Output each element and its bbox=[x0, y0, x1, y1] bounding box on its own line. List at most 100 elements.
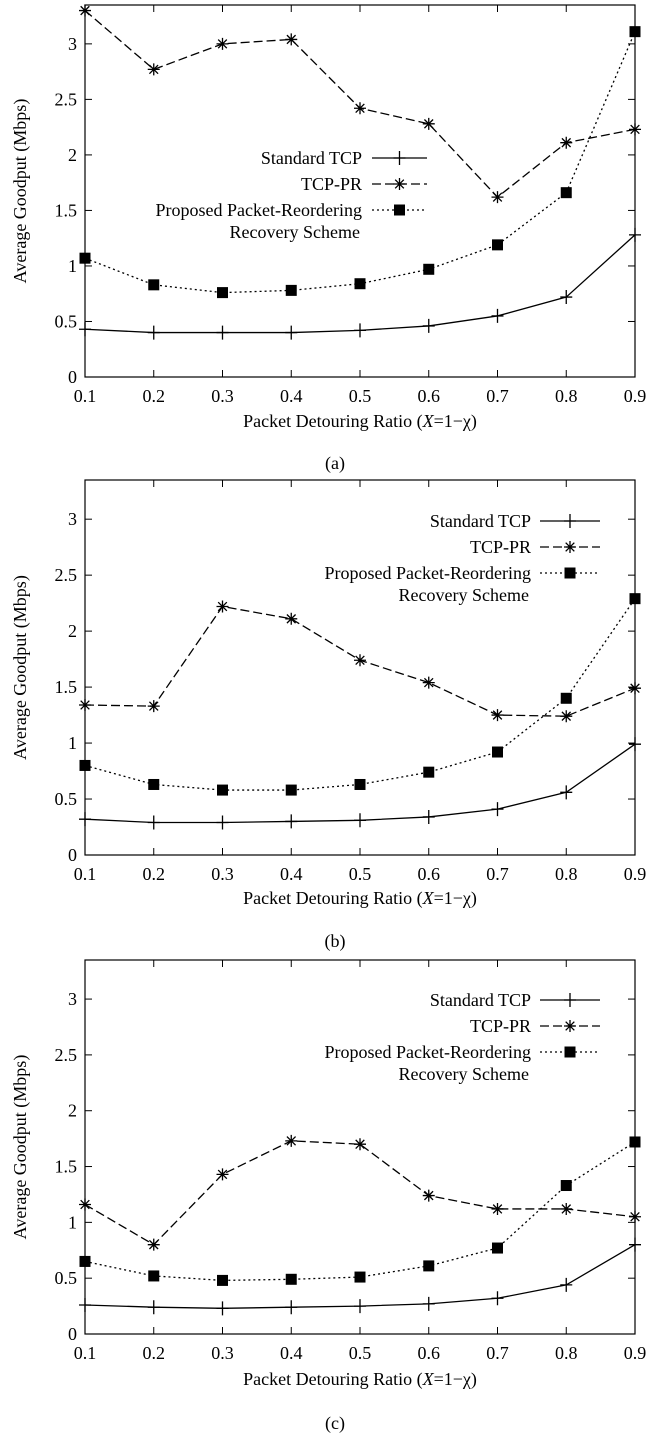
data-point bbox=[629, 1210, 641, 1223]
x-tick-label: 0.8 bbox=[555, 1343, 578, 1363]
legend-label: TCP-PR bbox=[470, 537, 531, 557]
legend-label-line2: Recovery Scheme bbox=[399, 1064, 529, 1084]
data-point bbox=[79, 759, 91, 771]
data-point bbox=[492, 239, 503, 251]
data-point bbox=[216, 37, 229, 50]
data-point bbox=[147, 63, 160, 76]
x-tick-label: 0.2 bbox=[143, 864, 166, 884]
x-tick-label: 0.5 bbox=[349, 386, 372, 406]
y-tick-label: 1.5 bbox=[55, 200, 78, 220]
data-point bbox=[560, 785, 573, 800]
legend-marker bbox=[564, 1046, 576, 1058]
y-tick-label: 0 bbox=[68, 367, 77, 387]
x-tick-label: 0.8 bbox=[555, 864, 578, 884]
legend: Standard TCP TCP-PR Proposed Packet-Reorde… bbox=[325, 990, 600, 1084]
legend: Standard TCP TCP-PR Proposed Packet-Reorde… bbox=[156, 148, 427, 242]
data-point bbox=[560, 1277, 573, 1292]
data-point bbox=[422, 1189, 435, 1202]
x-tick-label: 0.9 bbox=[624, 1343, 647, 1363]
panel-caption: (c) bbox=[325, 1413, 345, 1434]
legend-marker bbox=[394, 204, 405, 216]
y-tick-label: 2.5 bbox=[55, 89, 78, 109]
data-point bbox=[148, 279, 160, 291]
series-3 bbox=[79, 26, 641, 299]
data-point bbox=[148, 1270, 160, 1282]
data-point bbox=[560, 1202, 573, 1215]
data-point bbox=[423, 263, 435, 275]
x-tick-label: 0.2 bbox=[143, 1343, 166, 1363]
data-point bbox=[79, 699, 91, 711]
data-point bbox=[491, 191, 504, 204]
series-2 bbox=[79, 1134, 641, 1251]
y-tick-label: 1 bbox=[68, 1212, 77, 1232]
data-point bbox=[629, 682, 641, 695]
data-point bbox=[491, 1202, 504, 1215]
data-point bbox=[217, 1274, 228, 1286]
y-tick-label: 3 bbox=[68, 34, 77, 54]
data-point bbox=[492, 1242, 503, 1254]
y-axis-label: Average Goodput (Mbps) bbox=[10, 1055, 31, 1240]
legend-label: Standard TCP bbox=[261, 148, 362, 168]
data-point bbox=[354, 1138, 366, 1151]
data-point bbox=[147, 325, 160, 340]
data-point bbox=[491, 308, 504, 323]
data-point bbox=[216, 1168, 229, 1181]
data-point bbox=[629, 1136, 641, 1148]
chart-panel-1: 0 0.5 1 1.5 2 2.5 3 0.1 0.2 0.3 0.4 0.5 0.6 0.7 0.8 0.9… bbox=[10, 4, 646, 474]
series-3 bbox=[79, 1136, 641, 1286]
series-1 bbox=[79, 227, 641, 340]
legend-marker bbox=[564, 993, 576, 1007]
y-axis-label: Average Goodput (Mbps) bbox=[10, 575, 31, 760]
series-1 bbox=[79, 1237, 641, 1316]
data-point bbox=[422, 1296, 435, 1311]
legend-label: Proposed Packet-Reordering bbox=[325, 563, 531, 583]
y-tick-label: 1 bbox=[68, 256, 77, 276]
legend-marker bbox=[393, 151, 406, 165]
series-line bbox=[84, 1141, 636, 1282]
y-tick-label: 1.5 bbox=[55, 1157, 78, 1177]
y-tick-label: 2.5 bbox=[55, 1045, 78, 1065]
x-tick-label: 0.6 bbox=[418, 1343, 441, 1363]
panel-caption: (a) bbox=[325, 453, 345, 474]
data-point bbox=[285, 33, 298, 46]
x-tick-label: 0.3 bbox=[211, 1343, 234, 1363]
legend-label: TCP-PR bbox=[470, 1016, 531, 1036]
series-2 bbox=[79, 4, 641, 204]
data-point bbox=[285, 1273, 297, 1285]
data-point bbox=[285, 284, 297, 296]
panel-caption: (b) bbox=[325, 931, 346, 952]
series-1 bbox=[79, 737, 641, 830]
y-tick-label: 2.5 bbox=[55, 565, 78, 585]
x-tick-label: 0.7 bbox=[486, 864, 509, 884]
legend-label: Standard TCP bbox=[430, 511, 531, 531]
data-point bbox=[79, 252, 91, 264]
data-point bbox=[79, 1198, 91, 1211]
data-point bbox=[560, 1180, 572, 1192]
data-point bbox=[491, 709, 504, 722]
legend-marker bbox=[564, 541, 576, 553]
series-line bbox=[84, 1140, 636, 1246]
data-point bbox=[354, 813, 366, 828]
x-tick-label: 0.5 bbox=[349, 864, 372, 884]
data-point bbox=[79, 322, 91, 337]
data-point bbox=[354, 778, 366, 790]
data-point bbox=[422, 318, 435, 333]
data-point bbox=[422, 117, 435, 130]
data-point bbox=[629, 1237, 641, 1252]
data-point bbox=[560, 692, 572, 704]
x-tick-label: 0.6 bbox=[418, 864, 441, 884]
series-2 bbox=[79, 600, 641, 723]
data-point bbox=[560, 187, 572, 199]
x-tick-label: 0.1 bbox=[74, 1343, 97, 1363]
data-point bbox=[79, 1297, 91, 1312]
data-point bbox=[354, 102, 366, 115]
legend-label: Standard TCP bbox=[430, 990, 531, 1010]
chart-panel-3: 0 0.5 1 1.5 2 2.5 3 0.1 0.2 0.3 0.4 0.5 0.6 0.7 0.8 0.9… bbox=[10, 959, 647, 1434]
data-point bbox=[285, 325, 298, 340]
y-tick-label: 3 bbox=[68, 989, 77, 1009]
y-tick-label: 2 bbox=[68, 621, 77, 641]
data-point bbox=[354, 1271, 366, 1283]
x-tick-label: 0.1 bbox=[74, 864, 97, 884]
